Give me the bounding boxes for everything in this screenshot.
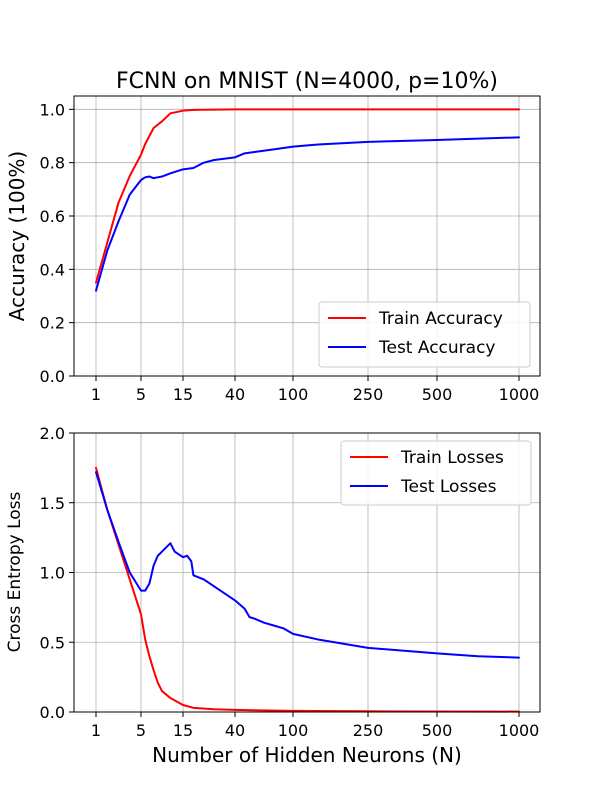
x-tick-label: 1	[91, 721, 101, 740]
loss-lines	[95, 466, 520, 713]
legend-label: Test Losses	[400, 477, 497, 497]
x-tick-label: 1000	[499, 385, 540, 404]
y-tick-label: 1.0	[40, 100, 65, 119]
y-tick-label: 0.0	[40, 703, 65, 722]
x-axis-label: Number of Hidden Neurons (N)	[152, 743, 462, 767]
x-tick-label: 40	[225, 385, 245, 404]
accuracy-y-axis-label: Accuracy (100%)	[5, 151, 29, 321]
x-tick-label: 100	[278, 721, 309, 740]
x-tick-label: 250	[353, 385, 384, 404]
accuracy-chart: FCNN on MNIST (N=4000, p=10%) 1 5 15 40 100 2…	[5, 69, 541, 404]
y-tick-label: 0.5	[40, 633, 65, 652]
x-tick-label: 100	[278, 385, 309, 404]
x-tick-label: 500	[422, 721, 453, 740]
x-tick-label: 40	[225, 721, 245, 740]
y-tick-label: 1.5	[40, 494, 65, 513]
y-tick-label: 0.4	[40, 260, 65, 279]
loss-legend: Train Losses Test Losses	[340, 440, 532, 506]
y-tick-label: 0.8	[40, 154, 65, 173]
y-tick-label: 0.0	[40, 367, 65, 386]
y-tick-label: 0.2	[40, 314, 65, 333]
x-tick-label: 15	[173, 385, 193, 404]
legend-label: Train Losses	[400, 448, 504, 468]
legend-label: Train Accuracy	[378, 309, 503, 329]
x-tick-label: 1	[91, 385, 101, 404]
y-tick-label: 2.0	[40, 424, 65, 443]
y-tick-label: 1.0	[40, 564, 65, 583]
x-tick-label: 5	[136, 721, 146, 740]
series-line-train-losses	[95, 466, 520, 713]
series-line-test-losses	[95, 471, 520, 659]
legend-box	[340, 440, 532, 506]
series-line-test-accuracy	[95, 136, 520, 292]
accuracy-lines	[95, 108, 520, 292]
chart-title: FCNN on MNIST (N=4000, p=10%)	[116, 69, 498, 94]
legend-label: Test Accuracy	[378, 338, 496, 358]
x-tick-label: 1000	[499, 721, 540, 740]
y-tick-label: 0.6	[40, 207, 65, 226]
loss-y-axis-label: Cross Entropy Loss	[5, 491, 25, 652]
series-line-train-accuracy	[95, 108, 520, 284]
x-tick-label: 500	[422, 385, 453, 404]
accuracy-legend: Train Accuracy Test Accuracy	[318, 301, 531, 368]
legend-box	[318, 301, 531, 368]
x-tick-label: 5	[136, 385, 146, 404]
accuracy-axes-frame	[73, 95, 541, 377]
x-tick-label: 250	[353, 721, 384, 740]
x-tick-label: 15	[173, 721, 193, 740]
